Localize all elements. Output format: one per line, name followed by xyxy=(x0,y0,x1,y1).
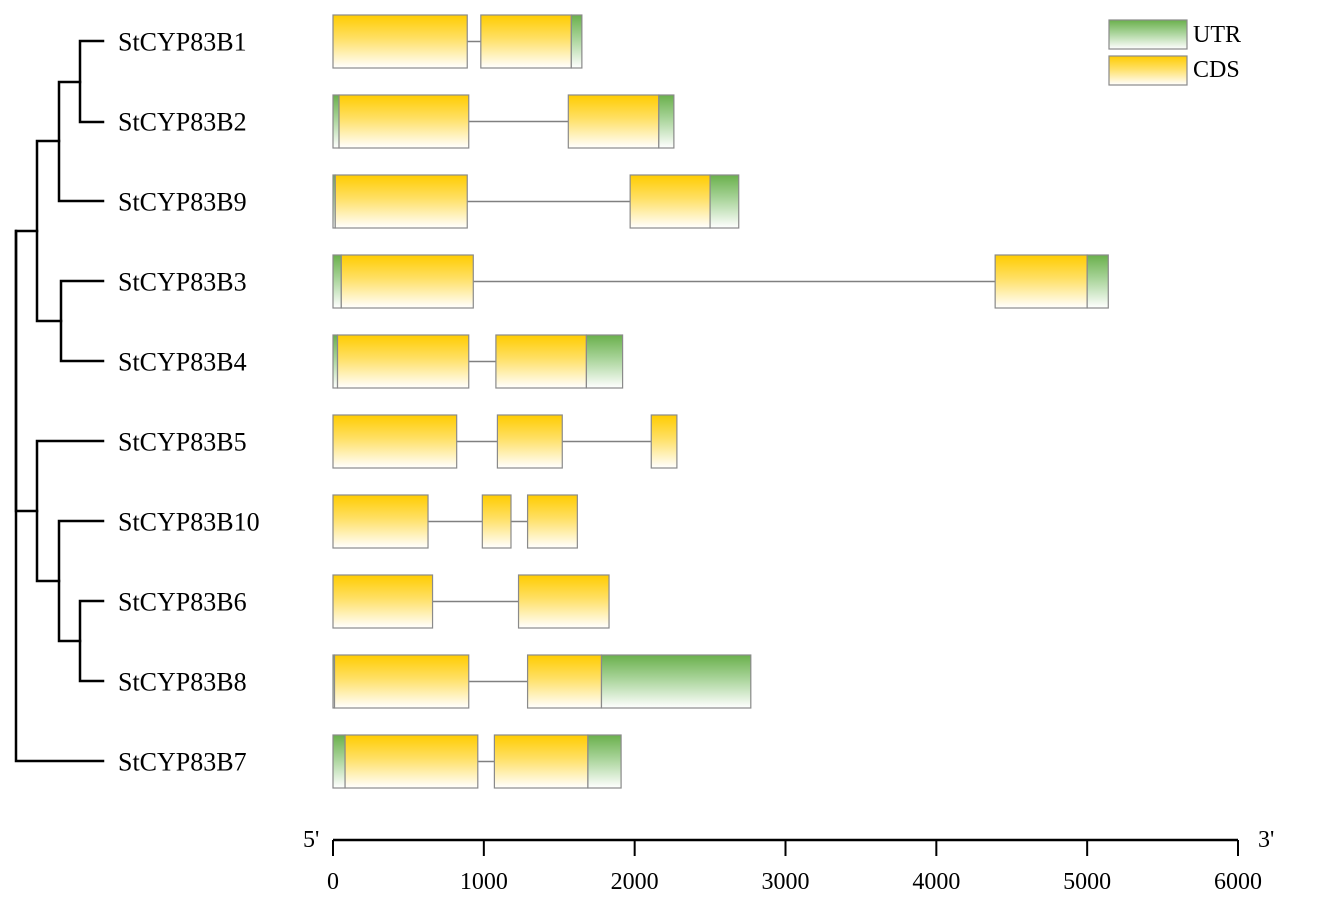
tree-clade-b6-b8 xyxy=(78,599,105,683)
utr-segment xyxy=(587,734,622,789)
gene-label: StCYP83B3 xyxy=(118,268,247,297)
cds-segment xyxy=(496,414,563,469)
gene-label: StCYP83B2 xyxy=(118,108,247,137)
cds-segment xyxy=(481,494,512,549)
length-axis: 5' 3' 0 1000 2000 3000 4000 5000 6000 xyxy=(303,827,1274,895)
tree-clade-upper xyxy=(35,139,63,323)
cds-segment xyxy=(629,174,711,229)
gene-structure-row xyxy=(332,494,578,549)
gene-structure-row xyxy=(332,254,1109,309)
cds-segment xyxy=(650,414,678,469)
cds-segment xyxy=(526,654,603,709)
cds-segment xyxy=(526,494,578,549)
cds-segment xyxy=(344,734,479,789)
gene-label: StCYP83B6 xyxy=(118,588,247,617)
cds-segment xyxy=(336,334,470,389)
gene-label: StCYP83B8 xyxy=(118,668,247,697)
five-prime-label: 5' xyxy=(303,827,319,853)
axis-tick-label: 0 xyxy=(327,869,339,895)
axis-ticks: 0 1000 2000 3000 4000 5000 6000 xyxy=(327,840,1262,895)
gene-structure-row xyxy=(332,334,624,389)
axis-tick-label: 6000 xyxy=(1214,869,1262,895)
gene-structure-row xyxy=(332,574,610,629)
cds-segment xyxy=(567,94,660,149)
gene-structure-row xyxy=(332,94,675,149)
axis-tick-label: 2000 xyxy=(611,869,659,895)
utr-segment xyxy=(585,334,624,389)
tree-clade-mid xyxy=(14,229,39,513)
legend-utr-swatch xyxy=(1108,19,1188,50)
gene-label: StCYP83B4 xyxy=(118,348,247,377)
utr-segment xyxy=(1086,254,1109,309)
axis-tick-label: 3000 xyxy=(762,869,810,895)
phylogenetic-tree xyxy=(14,39,105,763)
gene-structures xyxy=(332,14,1109,789)
cds-segment xyxy=(334,174,468,229)
gene-label: StCYP83B5 xyxy=(118,428,247,457)
cds-segment xyxy=(340,254,474,309)
cds-segment xyxy=(338,94,470,149)
cds-segment xyxy=(332,494,429,549)
three-prime-label: 3' xyxy=(1258,827,1274,853)
gene-structure-row xyxy=(332,174,740,229)
legend-utr-label: UTR xyxy=(1193,22,1241,48)
legend: UTR CDS xyxy=(1108,19,1241,86)
cds-segment xyxy=(517,574,610,629)
tree-root xyxy=(14,229,105,763)
cds-segment xyxy=(332,574,434,629)
utr-segment xyxy=(709,174,740,229)
utr-segment xyxy=(332,254,342,309)
tree-clade-b3-b4 xyxy=(59,279,105,363)
utr-segment xyxy=(332,94,340,149)
axis-tick-label: 5000 xyxy=(1063,869,1111,895)
tree-clade-b5-group xyxy=(35,439,105,583)
axis-tick-label: 4000 xyxy=(912,869,960,895)
gene-structure-row xyxy=(332,654,752,709)
utr-segment xyxy=(332,334,339,389)
legend-cds-swatch xyxy=(1108,55,1188,86)
gene-structure-row xyxy=(332,14,583,69)
tree-clade-b1-b2 xyxy=(78,39,105,124)
cds-segment xyxy=(332,14,468,69)
legend-cds-label: CDS xyxy=(1193,57,1240,83)
gene-labels: StCYP83B1 StCYP83B2 StCYP83B9 StCYP83B3 StCY… xyxy=(118,28,260,777)
cds-segment xyxy=(495,334,587,389)
gene-label: StCYP83B9 xyxy=(118,188,247,217)
cds-segment xyxy=(332,414,458,469)
utr-segment xyxy=(658,94,675,149)
cds-segment xyxy=(493,734,589,789)
gene-structure-row xyxy=(332,734,622,789)
gene-label: StCYP83B10 xyxy=(118,508,260,537)
utr-segment xyxy=(332,734,346,789)
gene-label: StCYP83B1 xyxy=(118,28,247,57)
utr-segment xyxy=(600,654,752,709)
utr-segment xyxy=(570,14,583,69)
cds-segment xyxy=(333,654,470,709)
cds-segment xyxy=(994,254,1088,309)
axis-tick-label: 1000 xyxy=(460,869,508,895)
gene-structure-row xyxy=(332,414,678,469)
cds-segment xyxy=(480,14,572,69)
gene-label: StCYP83B7 xyxy=(118,748,247,777)
